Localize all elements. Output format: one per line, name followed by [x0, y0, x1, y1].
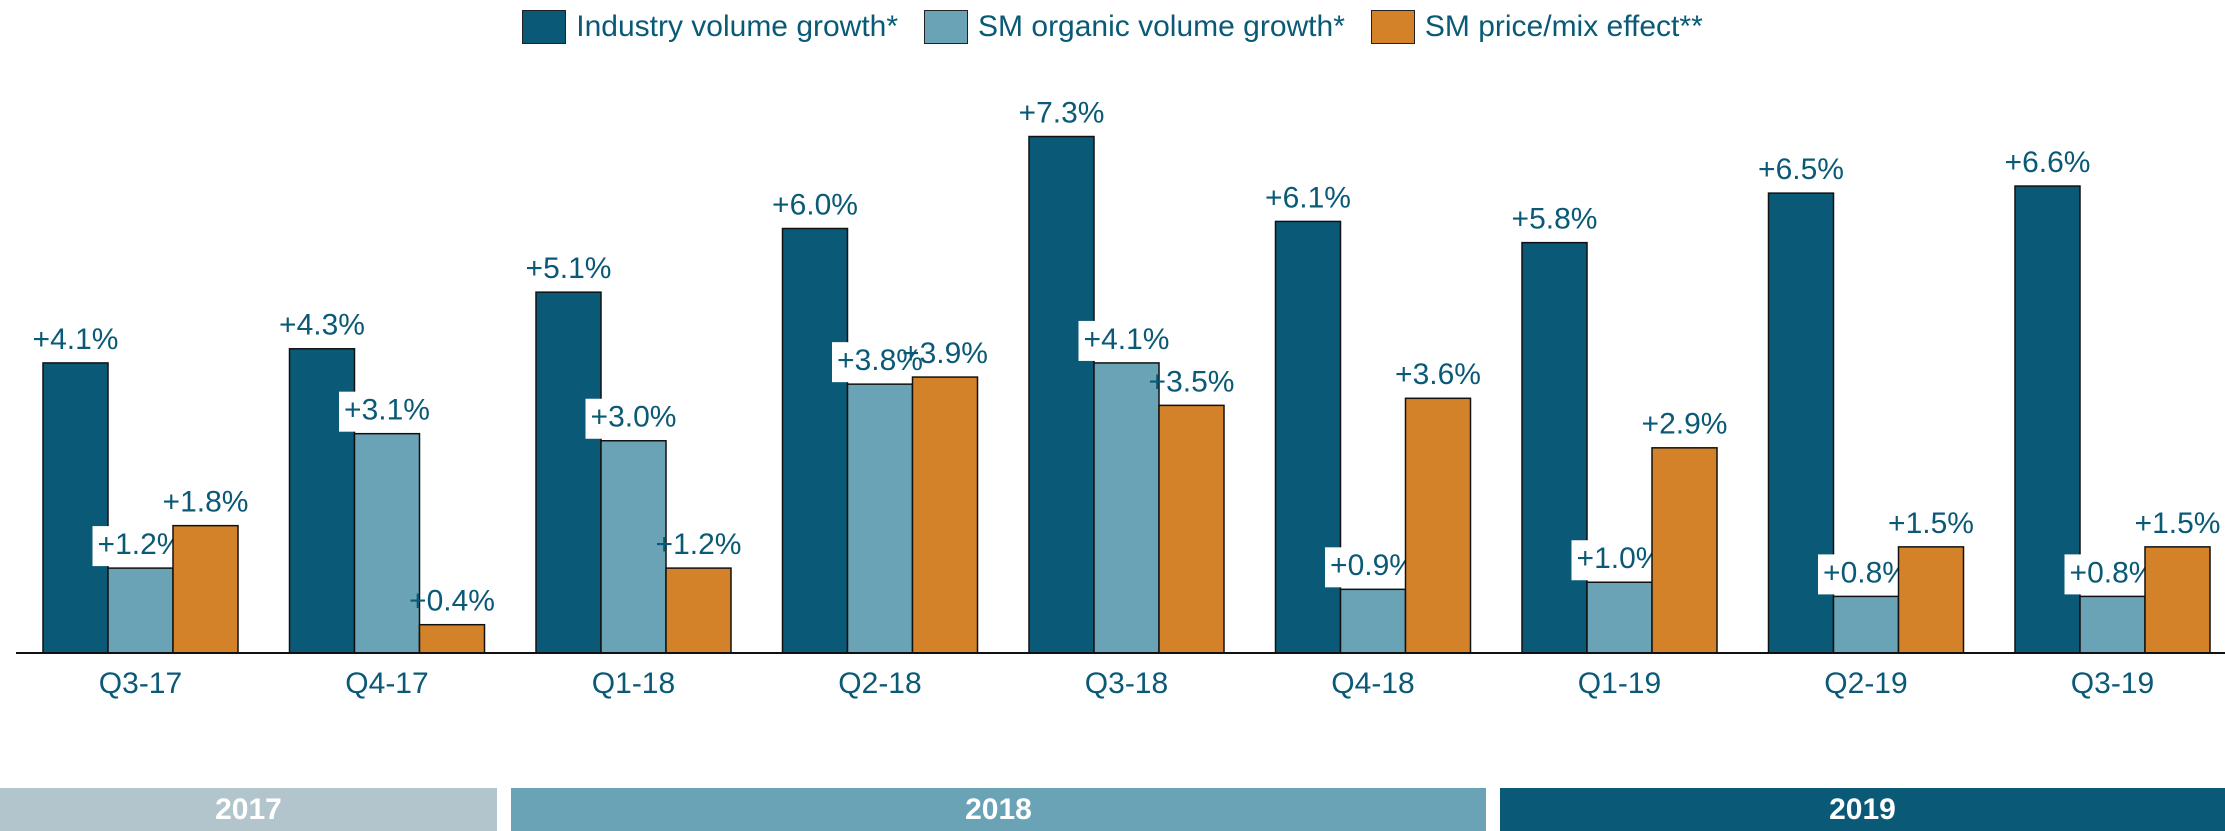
- bar: [172, 524, 239, 654]
- x-tick-label: Q4-17: [345, 667, 428, 700]
- data-label: +0.4%: [409, 585, 495, 618]
- bar: [1339, 588, 1407, 654]
- period-band: 2018: [511, 788, 1486, 831]
- bar: [1274, 220, 1342, 654]
- label-background: [585, 398, 682, 439]
- bar: [1158, 404, 1225, 654]
- bar: [107, 567, 174, 654]
- data-label: +3.8%: [837, 344, 923, 377]
- data-label: +1.2%: [656, 528, 742, 561]
- x-tick-label: Q2-18: [838, 667, 921, 700]
- legend-label: SM organic volume growth*: [978, 10, 1345, 43]
- data-label: +5.8%: [1512, 203, 1598, 236]
- legend: Industry volume growth* SM organic volume…: [0, 10, 2225, 44]
- data-label: +0.8%: [2070, 556, 2156, 589]
- legend-label: Industry volume growth*: [576, 10, 899, 43]
- period-band: 2017: [0, 788, 497, 831]
- data-label: +1.8%: [163, 486, 249, 519]
- legend-item: SM price/mix effect**: [1370, 10, 1703, 44]
- data-label: +0.9%: [1330, 549, 1416, 582]
- data-label: +0.8%: [1823, 556, 1909, 589]
- bar: [1404, 397, 1472, 654]
- bar: [911, 376, 979, 654]
- bar: [2144, 546, 2211, 654]
- label-background: [339, 391, 435, 432]
- data-label: +3.5%: [1149, 365, 1235, 398]
- bar: [1586, 581, 1653, 654]
- data-label: +3.0%: [591, 401, 677, 434]
- data-label: +3.1%: [344, 394, 430, 427]
- bar: [1093, 362, 1160, 654]
- data-label: +7.3%: [1019, 96, 1105, 129]
- bar: [1028, 135, 1095, 654]
- bar: [1651, 447, 1718, 654]
- legend-swatch: [924, 10, 969, 44]
- data-label: +4.1%: [33, 323, 119, 356]
- data-label: +3.9%: [902, 337, 988, 370]
- data-label: +4.3%: [279, 309, 365, 342]
- data-label: +2.9%: [1642, 408, 1728, 441]
- data-label: +3.6%: [1395, 358, 1481, 391]
- legend-label: SM price/mix effect**: [1424, 10, 1703, 43]
- x-tick-label: Q4-18: [1331, 667, 1414, 700]
- data-label: +1.2%: [98, 528, 184, 561]
- label-background: [1078, 320, 1175, 361]
- bar: [781, 227, 849, 654]
- data-label: +6.0%: [772, 188, 858, 221]
- bar: [1897, 546, 1965, 654]
- data-label: +6.1%: [1265, 181, 1351, 214]
- chart: Q3-17 +4.1% +1.2% +1.8% Q4-17 +4.3% +3.1% +0.4%…: [16, 96, 2225, 700]
- data-label: +4.1%: [1084, 323, 1170, 356]
- x-tick-label: Q1-18: [592, 667, 675, 700]
- legend-item: SM organic volume growth*: [924, 10, 1345, 44]
- label-background: [832, 342, 928, 383]
- data-label: +5.1%: [526, 252, 612, 285]
- x-tick-label: Q2-19: [1824, 667, 1907, 700]
- x-tick-label: Q1-19: [1578, 667, 1661, 700]
- data-label: +6.5%: [1758, 153, 1844, 186]
- bar: [418, 623, 486, 654]
- data-label: +1.5%: [2135, 507, 2221, 540]
- bar: [42, 362, 109, 654]
- x-tick-label: Q3-18: [1085, 667, 1168, 700]
- legend-item: Industry volume growth*: [522, 10, 898, 44]
- data-label: +1.5%: [1888, 507, 1974, 540]
- x-tick-label: Q3-17: [99, 667, 182, 700]
- bar: [846, 383, 914, 654]
- legend-swatch: [1370, 10, 1415, 44]
- data-label: +6.6%: [2005, 146, 2091, 179]
- legend-swatch: [522, 10, 567, 44]
- bar: [665, 567, 732, 654]
- bar: [2079, 595, 2146, 654]
- bar: [1521, 241, 1588, 654]
- x-tick-label: Q3-19: [2071, 667, 2154, 700]
- bar: [1832, 595, 1900, 654]
- data-label: +1.0%: [1577, 542, 1663, 575]
- period-band: 2019: [1500, 788, 2225, 831]
- bar: [535, 291, 602, 654]
- bar: [353, 432, 421, 654]
